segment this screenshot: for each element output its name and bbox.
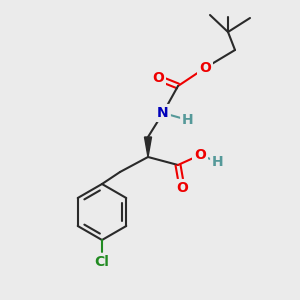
Polygon shape — [145, 137, 152, 157]
Text: O: O — [152, 71, 164, 85]
Text: Cl: Cl — [94, 255, 110, 269]
Text: O: O — [176, 181, 188, 195]
Text: N: N — [157, 106, 169, 120]
Text: H: H — [182, 113, 194, 127]
Text: O: O — [199, 61, 211, 75]
Text: O: O — [194, 148, 206, 162]
Text: H: H — [212, 155, 224, 169]
